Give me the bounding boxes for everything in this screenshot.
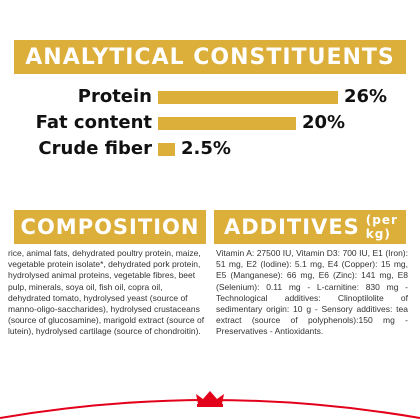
additives-title: ADDITIVES xyxy=(224,215,360,239)
royal-canin-crown-icon xyxy=(196,391,224,407)
nutrient-value: 2.5% xyxy=(181,138,231,159)
nutrient-bar xyxy=(158,91,338,104)
additives-banner: ADDITIVES (per kg) xyxy=(214,210,406,244)
nutrient-bar xyxy=(158,117,296,130)
nutrient-label: Protein xyxy=(77,86,152,107)
nutrient-value: 26% xyxy=(344,86,388,107)
nutrient-label: Crude fiber xyxy=(38,138,152,159)
nutrient-label: Fat content xyxy=(35,112,152,133)
nutrient-bar xyxy=(158,143,175,156)
analytics-title: ANALYTICAL CONSTITUENTS xyxy=(25,44,395,70)
nutrient-row-fiber: Crude fiber 2.5% xyxy=(0,138,420,160)
composition-text: rice, animal fats, dehydrated poultry pr… xyxy=(8,248,205,337)
composition-banner: COMPOSITION xyxy=(14,210,206,244)
additives-unit: (per kg) xyxy=(365,213,398,241)
additives-text: Vitamin A: 27500 IU, Vitamin D3: 700 IU,… xyxy=(216,248,408,337)
footer-arc xyxy=(0,391,420,419)
nutrient-value: 20% xyxy=(302,112,346,133)
analytics-banner: ANALYTICAL CONSTITUENTS xyxy=(14,40,406,74)
composition-title: COMPOSITION xyxy=(20,215,200,239)
nutrient-row-fat: Fat content 20% xyxy=(0,112,420,134)
nutrient-row-protein: Protein 26% xyxy=(0,86,420,108)
